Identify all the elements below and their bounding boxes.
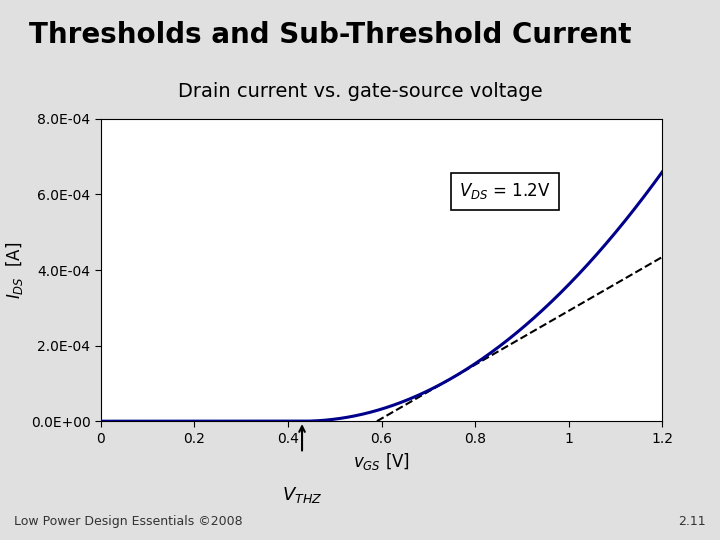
Text: 2.11: 2.11: [678, 515, 706, 528]
Text: $V_{THZ}$: $V_{THZ}$: [282, 485, 323, 505]
X-axis label: $v_{GS}$ [V]: $v_{GS}$ [V]: [353, 451, 410, 472]
Text: Low Power Design Essentials ©2008: Low Power Design Essentials ©2008: [14, 515, 243, 528]
Text: Drain current vs. gate-source voltage: Drain current vs. gate-source voltage: [178, 82, 542, 102]
Y-axis label: $I_{DS}$  [A]: $I_{DS}$ [A]: [4, 241, 25, 299]
Text: $V_{DS}$ = 1.2V: $V_{DS}$ = 1.2V: [459, 181, 551, 201]
Text: Thresholds and Sub-Threshold Current: Thresholds and Sub-Threshold Current: [29, 21, 631, 49]
